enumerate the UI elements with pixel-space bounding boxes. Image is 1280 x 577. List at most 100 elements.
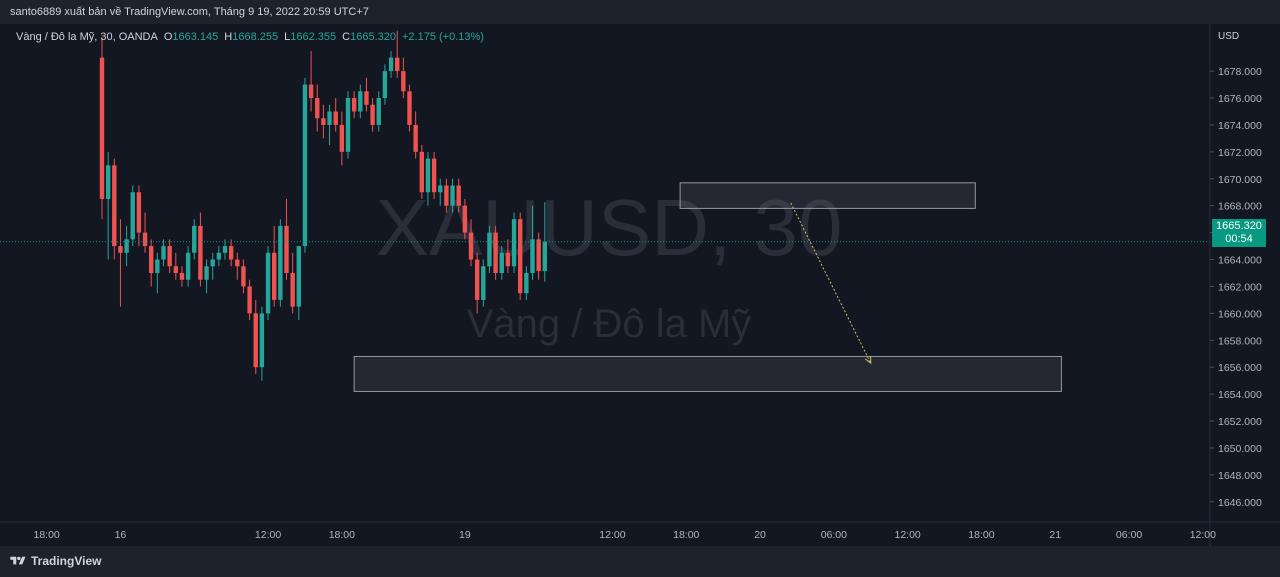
candlestick-chart[interactable]: XAUUSD, 30 Vàng / Đô la Mỹ 1646.000 1648.…	[0, 24, 1280, 546]
candle	[542, 202, 547, 282]
arrow-line	[790, 202, 872, 364]
candle-body	[210, 259, 215, 267]
candle	[474, 252, 480, 314]
candle-body	[542, 241, 547, 272]
candle-body	[345, 98, 351, 152]
y-tick-label: 1676.000	[1218, 93, 1262, 105]
watermark: XAUUSD, 30 Vàng / Đô la Mỹ	[376, 183, 843, 346]
candle-body	[413, 124, 418, 152]
legend-high: 1668.255	[232, 31, 279, 43]
current-price-value: 1665.320	[1216, 220, 1262, 232]
candle	[345, 91, 351, 159]
candle	[395, 30, 400, 78]
x-tick-label: 18:00	[968, 529, 994, 541]
candle	[155, 252, 160, 294]
currency-label[interactable]: USD	[1218, 31, 1240, 42]
candle-body	[235, 259, 240, 267]
candle	[235, 252, 240, 280]
candle	[462, 198, 468, 240]
y-tick-label: 1674.000	[1218, 120, 1262, 132]
x-tick-label: 20	[754, 529, 766, 541]
candle	[481, 259, 486, 307]
legend-open-label: O	[163, 31, 173, 43]
candle	[333, 98, 338, 132]
candle-body	[450, 185, 455, 206]
candle	[185, 246, 191, 287]
x-tick-label: 12:00	[599, 529, 625, 541]
tradingview-logo[interactable]: TradingView	[10, 554, 101, 568]
candle	[444, 178, 449, 213]
price-axis[interactable]: 1646.000 1648.000 1650.000 1652.000 1654.000…	[1210, 66, 1262, 509]
candle	[530, 205, 535, 280]
candle-body	[505, 252, 511, 267]
y-tick-label: 1670.000	[1218, 174, 1262, 186]
candle-body	[370, 104, 375, 125]
legend-symbol: Vàng / Đô la Mỹ, 30, OANDA	[16, 31, 158, 43]
candle-body	[124, 239, 129, 253]
candle	[487, 225, 492, 273]
candle	[419, 145, 424, 199]
candle	[124, 225, 129, 267]
y-tick-label: 1650.000	[1218, 443, 1262, 455]
candle	[179, 266, 185, 287]
candle	[105, 151, 111, 260]
candle	[290, 252, 295, 314]
candle-body	[518, 219, 523, 294]
candle-body	[278, 225, 283, 300]
candle	[321, 104, 326, 139]
time-axis[interactable]: 18:00 16 12:00 18:00 19 12:00 18:00 20 06:00 12:0…	[34, 529, 1217, 541]
candle-body	[481, 266, 486, 300]
x-tick-label: 18:00	[329, 529, 355, 541]
arrow-head	[864, 356, 872, 365]
candle	[161, 239, 166, 267]
candle	[241, 259, 246, 294]
candle	[376, 91, 381, 132]
candle	[493, 225, 498, 280]
candle-body	[284, 225, 289, 273]
y-tick-label: 1678.000	[1218, 66, 1262, 78]
candle	[198, 212, 203, 287]
candle-body	[259, 313, 265, 368]
candle	[210, 252, 215, 280]
candle-body	[524, 273, 529, 294]
candle	[413, 111, 418, 159]
candle-body	[462, 205, 468, 233]
candle-body	[419, 151, 424, 193]
candle-body	[364, 91, 369, 105]
legend-high-label: H	[224, 31, 233, 43]
candle-body	[216, 252, 222, 260]
candle-body	[161, 246, 166, 260]
legend-change: +2.175 (+0.13%)	[402, 31, 484, 43]
trend-arrow	[790, 202, 872, 365]
y-tick-label: 1654.000	[1218, 389, 1262, 401]
candle-body	[444, 185, 449, 206]
footer-bar: TradingView	[0, 546, 1280, 577]
candle-body	[388, 57, 394, 72]
candle-body	[99, 57, 105, 199]
candle-body	[142, 232, 148, 247]
candle-body	[530, 239, 535, 273]
candle-body	[296, 246, 301, 307]
candle	[308, 50, 314, 112]
candle-body	[474, 259, 480, 300]
candle-body	[499, 252, 504, 273]
candle-body	[431, 158, 437, 193]
candle	[247, 279, 252, 321]
candle-body	[112, 165, 117, 247]
candle	[401, 57, 406, 99]
y-tick-label: 1672.000	[1218, 147, 1262, 159]
candle	[370, 98, 375, 132]
candle	[216, 246, 222, 267]
candle	[524, 266, 529, 300]
candle-body	[382, 71, 388, 99]
candle-body	[253, 313, 258, 368]
x-tick-label: 16	[115, 529, 127, 541]
ohlc-legend: Vàng / Đô la Mỹ, 30, OANDA O 1663.145 H 16…	[16, 31, 490, 43]
candle	[99, 37, 105, 220]
candle-body	[376, 98, 381, 125]
candle	[149, 239, 154, 287]
candle	[499, 246, 504, 280]
x-tick-label: 06:00	[821, 529, 847, 541]
candle-body	[395, 57, 400, 72]
zone-rectangle	[679, 182, 976, 209]
